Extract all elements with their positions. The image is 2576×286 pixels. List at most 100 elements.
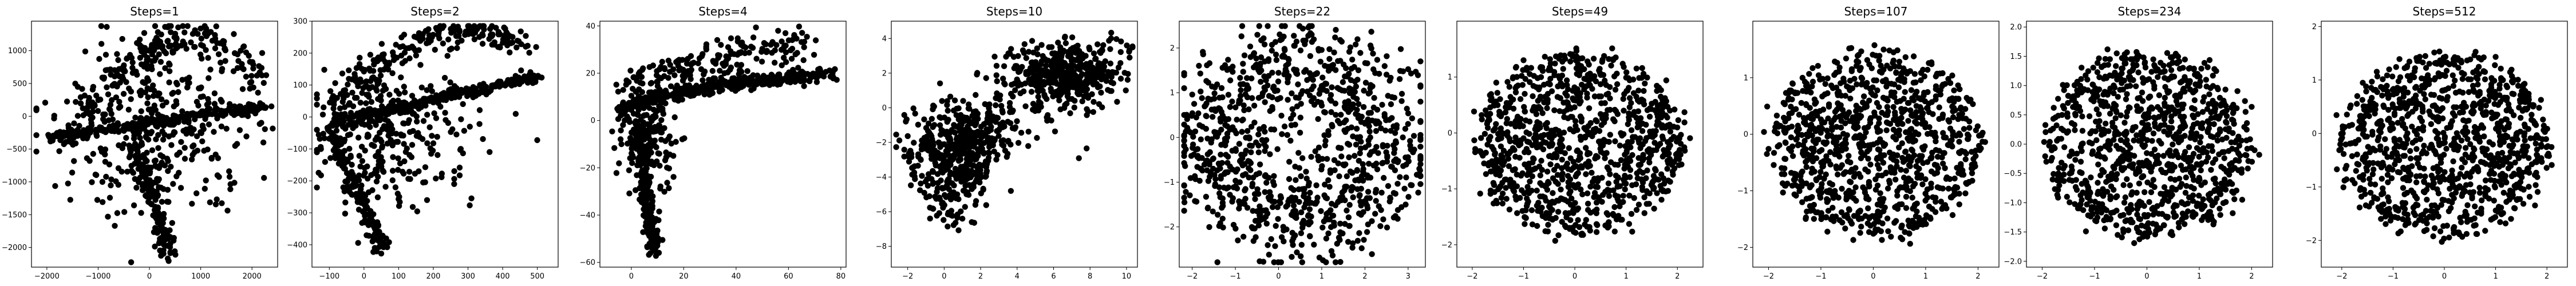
scatter-point (81, 92, 88, 99)
scatter-point (373, 122, 379, 128)
scatter-point (138, 115, 144, 121)
scatter-point (259, 50, 266, 56)
scatter-point (685, 55, 691, 62)
scatter-point (1203, 193, 1210, 200)
scatter-point (1297, 114, 1303, 121)
scatter-point (378, 103, 385, 109)
scatter-point (195, 31, 201, 37)
scatter-point (493, 25, 499, 31)
scatter-point (999, 123, 1006, 129)
scatter-point (1210, 208, 1216, 214)
scatter-point (966, 149, 973, 156)
scatter-point (630, 154, 637, 161)
scatter-point (160, 213, 166, 220)
scatter-point (816, 69, 823, 76)
scatter-point (167, 250, 173, 256)
scatter-point (406, 129, 413, 135)
scatter-point (123, 134, 129, 141)
scatter-point (958, 178, 965, 185)
scatter-point (1390, 214, 1397, 221)
scatter-point (197, 51, 204, 58)
scatter-point (654, 243, 661, 249)
scatter-point (193, 190, 200, 197)
scatter-point (1351, 63, 1357, 70)
scatter-point (954, 214, 961, 221)
scatter-point (1025, 129, 1032, 135)
scatter-point (1344, 207, 1350, 214)
scatter-point (1244, 75, 1250, 81)
scatter-point (637, 172, 644, 178)
scatter-point (953, 112, 959, 118)
scatter-point (147, 130, 154, 137)
scatter-point (243, 105, 249, 111)
scatter-point (160, 247, 167, 253)
scatter-point (687, 72, 693, 78)
scatter-point (648, 149, 654, 156)
scatter-point (1386, 198, 1393, 205)
scatter-point (393, 130, 400, 137)
scatter-point (789, 37, 796, 43)
scatter-point (424, 112, 430, 118)
scatter-point (975, 150, 981, 157)
scatter-point (1370, 50, 1376, 57)
scatter-point (243, 133, 250, 140)
scatter-point (978, 190, 985, 197)
scatter-point (452, 91, 458, 97)
scatter-point (152, 107, 159, 113)
scatter-point (160, 136, 167, 143)
scatter-point (451, 168, 457, 174)
scatter-point (159, 128, 165, 134)
scatter-point (84, 135, 90, 142)
scatter-point (949, 127, 955, 133)
scatter-point (148, 47, 154, 54)
scatter-point (181, 29, 188, 35)
scatter-point (1275, 78, 1282, 85)
scatter-point (653, 253, 659, 259)
scatter-point (349, 161, 355, 168)
scatter-point (1016, 68, 1023, 74)
scatter-point (1199, 95, 1205, 101)
scatter-point (231, 31, 237, 37)
scatter-point (327, 155, 334, 161)
scatter-point (772, 74, 778, 81)
scatter-point (1114, 98, 1120, 105)
scatter-point (69, 169, 76, 176)
scatter-point (1251, 102, 1258, 109)
x-tick-label: 1000 (191, 272, 210, 281)
scatter-point (479, 41, 486, 47)
scatter-point (344, 184, 350, 190)
scatter-point (368, 208, 374, 214)
scatter-point (1113, 69, 1120, 76)
y-tick-label: −4 (876, 173, 887, 182)
scatter-point (1005, 118, 1011, 125)
scatter-point (138, 210, 144, 216)
scatter-point (94, 197, 101, 203)
scatter-point (149, 186, 155, 193)
scatter-point (1295, 150, 1302, 156)
x-tick-label: 400 (496, 272, 510, 281)
y-tick-label: −60 (580, 259, 595, 267)
scatter-point (1340, 79, 1346, 85)
scatter-point (456, 164, 463, 171)
scatter-point (1352, 89, 1358, 95)
scatter-point (637, 80, 643, 86)
scatter-point (627, 67, 634, 74)
scatter-point (368, 99, 375, 105)
scatter-point (1378, 125, 1384, 132)
scatter-point (673, 96, 679, 103)
scatter-point (797, 78, 804, 85)
scatter-point (159, 198, 165, 205)
panel-title: Steps=10 (986, 5, 1042, 18)
scatter-point (180, 38, 186, 45)
y-tick-label: 500 (13, 80, 27, 88)
scatter-point (374, 194, 381, 201)
scatter-point (129, 59, 136, 66)
scatter-point (330, 93, 337, 100)
scatter-point (416, 47, 422, 53)
scatter-point (1344, 173, 1350, 180)
scatter-point (514, 38, 521, 44)
scatter-point (1126, 47, 1133, 54)
scatter-point (1318, 100, 1324, 106)
scatter-point (517, 28, 524, 35)
scatter-point (121, 128, 127, 134)
